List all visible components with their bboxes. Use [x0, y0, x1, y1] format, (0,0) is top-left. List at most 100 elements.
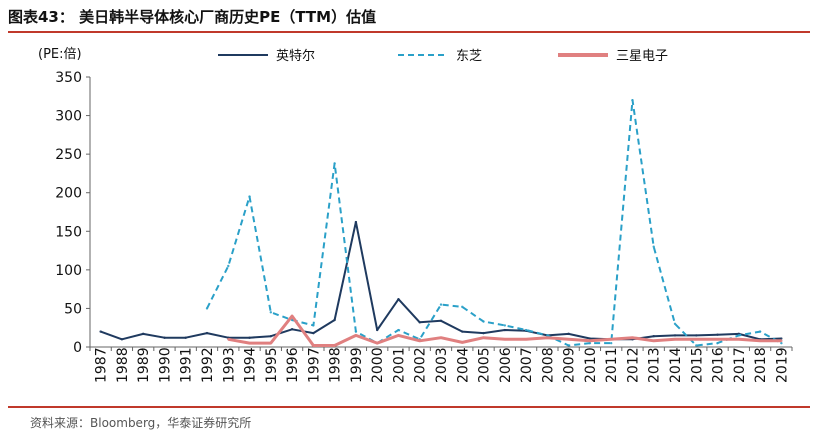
x-tick-label: 2006: [498, 347, 514, 383]
data-point: [439, 303, 443, 306]
data-point: [227, 338, 230, 341]
data-point: [461, 330, 464, 333]
top-rule: [8, 31, 810, 33]
figure-title: 图表43： 美日韩半导体核心厂商历史PE（TTM）估值: [8, 8, 377, 26]
x-tick-label: 2017: [732, 347, 748, 383]
x-tick-label: 2018: [753, 347, 769, 383]
y-tick-label: 200: [55, 186, 82, 202]
x-tick-label: 1998: [328, 347, 344, 383]
data-point: [269, 341, 273, 345]
bottom-rule: [8, 406, 810, 408]
x-tick-label: 1993: [221, 347, 237, 383]
data-point: [609, 341, 613, 345]
data-point: [716, 333, 719, 336]
x-tick-label: 2011: [604, 347, 620, 383]
x-tick-label: 2001: [391, 347, 407, 383]
data-point: [737, 334, 741, 337]
x-tick-label: 1990: [157, 347, 173, 383]
data-point: [567, 344, 570, 347]
x-tick-label: 1994: [243, 347, 259, 383]
data-point: [652, 245, 655, 248]
data-point: [290, 314, 294, 318]
data-point: [439, 336, 443, 339]
x-tick-label: 2014: [668, 347, 684, 383]
y-tick-label: 100: [55, 263, 82, 279]
legend: 英特尔 东芝 三星电子: [218, 48, 668, 64]
x-tick-label: 2005: [477, 347, 493, 383]
data-point: [248, 341, 251, 345]
data-point: [397, 297, 400, 301]
x-tick-label: 1992: [200, 347, 216, 383]
data-point: [205, 331, 209, 335]
data-point: [482, 331, 485, 335]
y-tick-label: 350: [55, 70, 82, 86]
data-point: [184, 336, 187, 339]
data-point: [461, 341, 464, 344]
x-tick-label: 2000: [370, 347, 386, 383]
data-point: [524, 338, 528, 341]
data-point: [737, 338, 741, 341]
data-point: [482, 336, 485, 339]
x-tick-label: 2012: [625, 347, 641, 383]
y-axis-label: (PE:倍): [38, 47, 82, 62]
series-group: [99, 98, 783, 347]
data-point: [397, 334, 400, 337]
x-tick-label: 2008: [540, 347, 556, 383]
data-point: [758, 339, 762, 343]
data-point: [716, 341, 719, 345]
data-point: [609, 338, 613, 341]
data-point: [375, 328, 379, 332]
data-point: [333, 162, 336, 165]
x-tick-label: 1991: [179, 347, 195, 383]
axes: 0 50 100 150 200 250 300 350 1987 1988 1989 1990 199…: [55, 70, 793, 383]
data-point: [567, 332, 570, 336]
data-point: [312, 344, 315, 347]
series-line-1: [206, 99, 782, 347]
data-point: [588, 337, 592, 340]
data-point: [588, 339, 592, 343]
y-tick-label: 0: [73, 340, 82, 356]
data-point: [673, 334, 677, 337]
data-point: [354, 334, 358, 337]
source-note: 资料来源：Bloomberg，华泰证券研究所: [30, 416, 252, 430]
data-point: [99, 330, 102, 333]
x-tick-label: 1997: [306, 347, 322, 383]
data-point: [780, 341, 783, 345]
data-point: [567, 338, 570, 341]
data-point: [758, 330, 762, 333]
data-point: [163, 336, 166, 339]
legend-label-1: 东芝: [456, 48, 482, 64]
data-point: [269, 311, 273, 314]
data-point: [546, 336, 549, 339]
data-point: [354, 220, 358, 224]
data-point: [141, 332, 145, 336]
data-point: [375, 341, 379, 345]
x-tick-label: 2002: [413, 347, 429, 383]
data-point: [673, 322, 677, 326]
data-point: [333, 318, 336, 322]
data-point: [227, 264, 230, 268]
y-tick-label: 300: [55, 109, 82, 125]
data-point: [716, 338, 719, 341]
data-point: [461, 305, 464, 309]
x-tick-label: 1999: [349, 347, 365, 383]
data-point: [631, 336, 634, 339]
data-point: [631, 98, 634, 102]
data-point: [652, 339, 655, 343]
x-tick-label: 2007: [519, 347, 535, 383]
data-point: [312, 324, 315, 327]
x-tick-label: 1988: [115, 347, 131, 383]
data-point: [695, 338, 698, 341]
data-point: [354, 330, 358, 333]
data-point: [418, 339, 421, 343]
data-point: [780, 339, 783, 343]
data-point: [333, 344, 336, 347]
legend-label-0: 英特尔: [276, 49, 315, 64]
data-point: [290, 328, 294, 331]
data-point: [269, 335, 273, 338]
data-point: [673, 338, 677, 341]
data-point: [482, 320, 485, 323]
data-point: [546, 334, 549, 337]
data-point: [503, 338, 507, 341]
